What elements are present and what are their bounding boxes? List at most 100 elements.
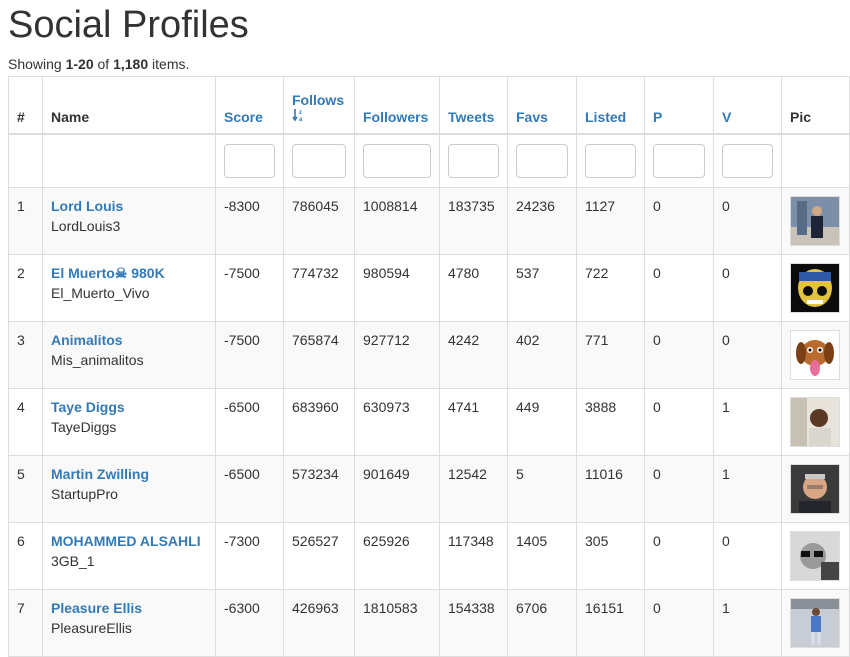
table-row: 1 Lord Louis LordLouis3 -8300 786045 1008814 1… bbox=[8, 187, 850, 255]
filter-listed-input[interactable] bbox=[585, 144, 636, 178]
sort-link-score[interactable]: Score bbox=[224, 109, 263, 125]
filter-p-input[interactable] bbox=[653, 144, 705, 178]
cell-followers: 927712 bbox=[354, 321, 440, 389]
cell-tweets: 4741 bbox=[439, 388, 508, 456]
sort-link-favs[interactable]: Favs bbox=[516, 109, 548, 125]
table-row: 3 Animalitos Mis_animalitos -7500 765874 9277… bbox=[8, 321, 850, 389]
profile-name-link[interactable]: Lord Louis bbox=[51, 198, 124, 214]
profile-handle: 3GB_1 bbox=[51, 553, 95, 569]
cell-name: Martin Zwilling StartupPro bbox=[42, 455, 216, 523]
cell-followers: 1008814 bbox=[354, 187, 440, 255]
cell-follows: 426963 bbox=[283, 589, 355, 657]
sort-link-follows[interactable]: Follows z a bbox=[292, 92, 344, 125]
column-header-followers[interactable]: Followers bbox=[354, 76, 440, 135]
avatar bbox=[790, 531, 840, 581]
cell-name: Pleasure Ellis PleasureEllis bbox=[42, 589, 216, 657]
avatar bbox=[790, 598, 840, 648]
cell-favs: 1405 bbox=[507, 522, 577, 590]
cell-v: 0 bbox=[713, 254, 782, 322]
column-header-tweets[interactable]: Tweets bbox=[439, 76, 508, 135]
cell-tweets: 183735 bbox=[439, 187, 508, 255]
cell-p: 0 bbox=[644, 455, 714, 523]
filter-score-input[interactable] bbox=[224, 144, 275, 178]
filter-row bbox=[8, 133, 850, 188]
cell-name: El Muerto☠ 980K El_Muerto_Vivo bbox=[42, 254, 216, 322]
summary-suffix: items. bbox=[148, 56, 190, 72]
filter-cell-v bbox=[713, 133, 782, 188]
profile-name-link[interactable]: Martin Zwilling bbox=[51, 466, 149, 482]
profile-name-link[interactable]: MOHAMMED ALSAHLI bbox=[51, 533, 201, 549]
filter-cell-name bbox=[42, 133, 216, 188]
profile-handle: El_Muerto_Vivo bbox=[51, 285, 150, 301]
filter-cell-num bbox=[8, 133, 43, 188]
filter-favs-input[interactable] bbox=[516, 144, 568, 178]
cell-p: 0 bbox=[644, 522, 714, 590]
column-header-p[interactable]: P bbox=[644, 76, 714, 135]
column-header-listed[interactable]: Listed bbox=[576, 76, 645, 135]
filter-follows-input[interactable] bbox=[292, 144, 346, 178]
filter-cell-listed bbox=[576, 133, 645, 188]
cell-follows: 526527 bbox=[283, 522, 355, 590]
cell-score: -6300 bbox=[215, 589, 284, 657]
cell-num: 6 bbox=[8, 522, 43, 590]
table-row: 2 El Muerto☠ 980K El_Muerto_Vivo -7500 77473… bbox=[8, 254, 850, 322]
column-header-favs[interactable]: Favs bbox=[507, 76, 577, 135]
summary-total: 1,180 bbox=[113, 56, 149, 72]
profile-handle: StartupPro bbox=[51, 486, 118, 502]
cell-pic bbox=[781, 589, 850, 657]
cell-listed: 722 bbox=[576, 254, 645, 322]
cell-v: 0 bbox=[713, 187, 782, 255]
column-header-score[interactable]: Score bbox=[215, 76, 284, 135]
cell-name: MOHAMMED ALSAHLI 3GB_1 bbox=[42, 522, 216, 590]
svg-text:z: z bbox=[299, 110, 302, 116]
filter-v-input[interactable] bbox=[722, 144, 773, 178]
profile-name-link[interactable]: El Muerto☠ 980K bbox=[51, 265, 165, 281]
cell-p: 0 bbox=[644, 388, 714, 456]
profile-name-link[interactable]: Taye Diggs bbox=[51, 399, 125, 415]
filter-followers-input[interactable] bbox=[363, 144, 431, 178]
sort-link-p[interactable]: P bbox=[653, 109, 663, 125]
summary-range: 1-20 bbox=[65, 56, 94, 72]
cell-followers: 1810583 bbox=[354, 589, 440, 657]
profile-handle: LordLouis3 bbox=[51, 218, 121, 234]
profile-name-link[interactable]: Animalitos bbox=[51, 332, 123, 348]
cell-name: Lord Louis LordLouis3 bbox=[42, 187, 216, 255]
cell-pic bbox=[781, 388, 850, 456]
cell-listed: 3888 bbox=[576, 388, 645, 456]
sort-link-tweets[interactable]: Tweets bbox=[448, 109, 495, 125]
filter-cell-score bbox=[215, 133, 284, 188]
cell-follows: 683960 bbox=[283, 388, 355, 456]
svg-text:a: a bbox=[299, 117, 303, 122]
cell-tweets: 154338 bbox=[439, 589, 508, 657]
cell-p: 0 bbox=[644, 254, 714, 322]
avatar bbox=[790, 464, 840, 514]
cell-v: 0 bbox=[713, 522, 782, 590]
cell-favs: 5 bbox=[507, 455, 577, 523]
cell-pic bbox=[781, 321, 850, 389]
sort-link-v[interactable]: V bbox=[722, 109, 732, 125]
column-header-name: Name bbox=[42, 76, 216, 135]
profile-name-link[interactable]: Pleasure Ellis bbox=[51, 600, 143, 616]
filter-tweets-input[interactable] bbox=[448, 144, 499, 178]
table-row: 7 Pleasure Ellis PleasureEllis -6300 426963 1… bbox=[8, 589, 850, 657]
cell-followers: 625926 bbox=[354, 522, 440, 590]
cell-v: 0 bbox=[713, 321, 782, 389]
cell-follows: 765874 bbox=[283, 321, 355, 389]
sort-link-followers[interactable]: Followers bbox=[363, 109, 429, 125]
cell-p: 0 bbox=[644, 187, 714, 255]
follows-label: Follows bbox=[292, 92, 345, 108]
cell-num: 3 bbox=[8, 321, 43, 389]
cell-num: 2 bbox=[8, 254, 43, 322]
sort-link-listed[interactable]: Listed bbox=[585, 109, 627, 125]
column-header-follows[interactable]: Follows z a bbox=[283, 76, 355, 135]
cell-followers: 901649 bbox=[354, 455, 440, 523]
cell-tweets: 117348 bbox=[439, 522, 508, 590]
cell-score: -7500 bbox=[215, 254, 284, 322]
profiles-table: # Name Score Follows z a Followers Tweets … bbox=[8, 76, 850, 657]
cell-favs: 6706 bbox=[507, 589, 577, 657]
cell-v: 1 bbox=[713, 589, 782, 657]
cell-v: 1 bbox=[713, 455, 782, 523]
column-header-v[interactable]: V bbox=[713, 76, 782, 135]
